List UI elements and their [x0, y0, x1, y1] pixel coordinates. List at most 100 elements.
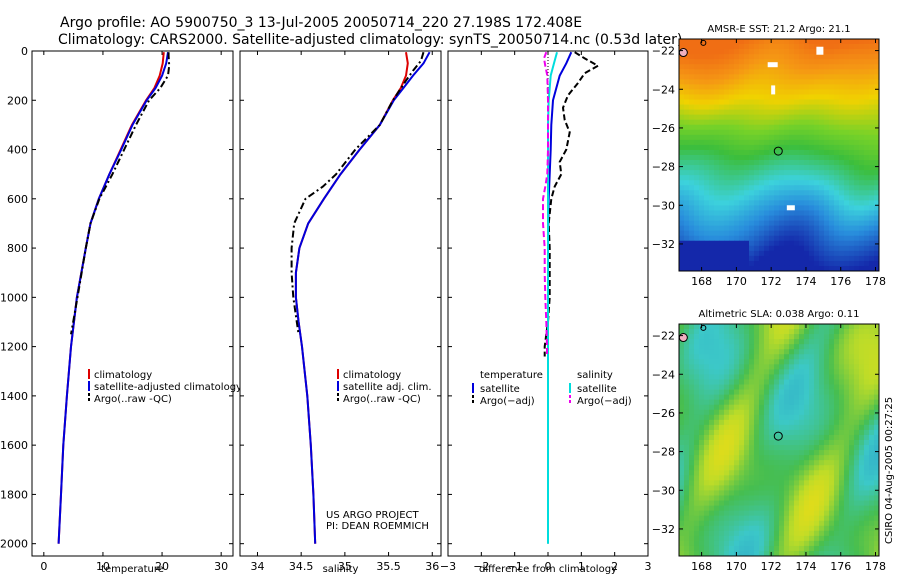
sla-map-cell — [859, 545, 865, 552]
sst-map-cell — [759, 149, 765, 156]
sst-map-cell — [719, 245, 725, 252]
sst-map-cell — [869, 185, 875, 191]
sst-map-cell — [694, 89, 700, 95]
sla-map-cell — [729, 495, 735, 501]
sst-map-cell — [759, 129, 765, 136]
sst-map-cell — [874, 144, 880, 151]
sla-map-cell — [679, 419, 685, 426]
sla-map-cell — [809, 409, 815, 416]
sla-map-cell — [814, 450, 820, 456]
sla-map-cell — [764, 394, 770, 401]
sst-map-cell — [829, 155, 835, 161]
sla-map-cell — [704, 540, 710, 547]
sst-map-cell — [734, 54, 740, 60]
sst-map-cell — [819, 215, 825, 221]
sst-map-cell — [804, 235, 810, 242]
sla-map-cell — [874, 339, 880, 345]
sla-map-cell — [849, 374, 855, 380]
sst-map-cell — [799, 175, 805, 181]
sla-map-cell — [784, 334, 790, 340]
sla-map-cell — [694, 465, 700, 471]
sla-map-cell — [784, 409, 790, 416]
sla-map-cell — [874, 500, 880, 506]
sst-map-cell — [684, 180, 690, 186]
sst-map-cell — [769, 200, 775, 206]
sla-map-cell — [729, 339, 735, 345]
sst-map-cell — [874, 114, 880, 121]
sst-map-cell — [719, 139, 725, 146]
sst-map-cell — [774, 185, 780, 191]
sst-map-cell — [699, 235, 705, 242]
sla-map-cell — [724, 530, 730, 537]
sst-map-cell — [834, 180, 840, 186]
sla-map-cell — [769, 359, 775, 365]
sla-map-cell — [684, 364, 690, 370]
sla-map-cell — [679, 354, 685, 360]
sst-map-cell — [734, 215, 740, 221]
sla-map-cell — [874, 495, 880, 501]
sst-map-cell — [699, 245, 705, 252]
sst-map-cell — [759, 265, 765, 272]
sst-map-cell — [874, 149, 880, 156]
sla-map-cell — [819, 414, 825, 421]
sla-map-cell — [784, 349, 790, 355]
sla-map-cell — [824, 545, 830, 552]
sst-map-cell — [824, 144, 830, 151]
sla-map-cell — [794, 334, 800, 340]
sla-map-cell — [859, 354, 865, 360]
sst-map-cell — [749, 119, 755, 126]
sla-map-cell — [779, 384, 785, 390]
sla-map-cell — [699, 460, 705, 466]
sla-map-cell — [764, 540, 770, 547]
sla-map-cell — [809, 490, 815, 496]
sla-map-cell — [769, 334, 775, 340]
sla-map-cell — [714, 429, 720, 436]
sst-map-cell — [699, 149, 705, 156]
sst-map-cell — [804, 260, 810, 267]
sla-map-cell — [874, 389, 880, 396]
sst-map-cell — [869, 119, 875, 126]
sst-map-cell — [809, 59, 815, 65]
sla-map-cell — [859, 369, 865, 375]
sst-map-cell — [789, 39, 795, 45]
sst-map-cell — [769, 69, 775, 75]
sst-map-cell — [799, 39, 805, 45]
sla-map-cell — [854, 419, 860, 426]
sla-map-cell — [704, 384, 710, 390]
sla-map-cell — [769, 399, 775, 406]
sst-map-cell — [684, 129, 690, 136]
sst-map-cell — [769, 260, 775, 267]
sst-map-cell — [709, 220, 715, 227]
sla-map-cell — [724, 500, 730, 506]
sla-map-cell — [839, 339, 845, 345]
sst-map-cell — [814, 119, 820, 126]
sst-map-cell — [799, 129, 805, 136]
sla-map-cell — [729, 530, 735, 537]
sla-map-cell — [704, 389, 710, 396]
sst-map-cell — [854, 265, 860, 272]
sla-map-cell — [709, 339, 715, 345]
sst-map-cell — [804, 195, 810, 201]
sla-map-cell — [779, 354, 785, 360]
sst-map-cell — [714, 134, 720, 141]
sla-map-cell — [804, 369, 810, 375]
sst-map-cell — [874, 235, 880, 242]
sst-map-cell — [784, 175, 790, 181]
sst-map-cell — [819, 245, 825, 252]
sla-map-cell — [744, 389, 750, 396]
sla-map-cell — [834, 490, 840, 496]
sst-map-cell — [799, 99, 805, 105]
sla-map-cell — [864, 450, 870, 456]
sla-map-cell — [794, 450, 800, 456]
sst-map-cell — [724, 200, 730, 206]
difference-series-3 — [542, 51, 549, 357]
sst-map-cell — [754, 180, 760, 186]
sla-map-cell — [704, 419, 710, 426]
sst-map-cell — [714, 260, 720, 267]
sst-map-cell — [784, 180, 790, 186]
sst-map-cell — [809, 94, 815, 100]
sst-map-cell — [764, 79, 770, 85]
sla-map-cell — [824, 354, 830, 360]
sst-map-cell — [749, 250, 755, 257]
sla-map-cell — [874, 334, 880, 340]
